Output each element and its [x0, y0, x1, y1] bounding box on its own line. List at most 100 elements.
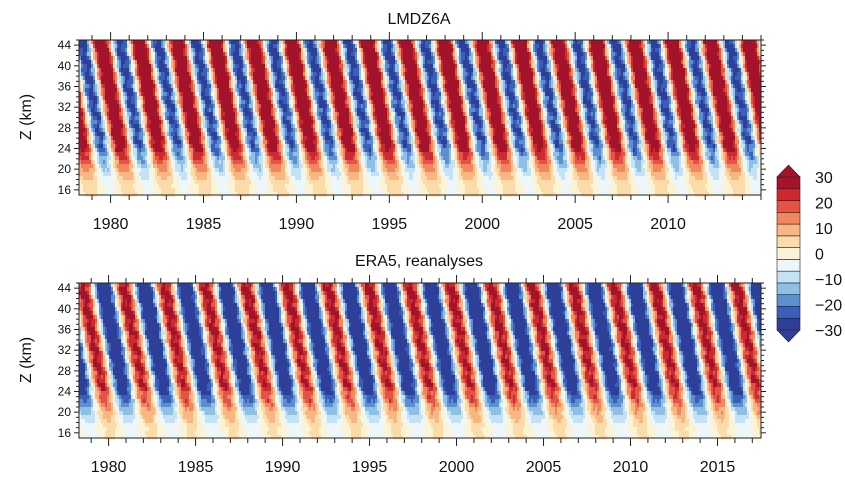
heatmap-cell	[237, 80, 240, 85]
heatmap-cell	[369, 52, 372, 57]
heatmap-cell	[509, 48, 512, 53]
heatmap-cell	[543, 80, 546, 85]
heatmap-cell	[611, 56, 614, 61]
heatmap-cell	[237, 40, 240, 45]
heatmap-cell	[663, 76, 666, 81]
heatmap-cell	[751, 40, 754, 45]
heatmap-cell	[577, 76, 580, 81]
heatmap-cell	[135, 68, 138, 73]
heatmap-cell	[393, 64, 396, 69]
heatmap-cell	[757, 44, 760, 49]
heatmap-cell	[305, 40, 308, 45]
heatmap-cell	[559, 52, 562, 57]
heatmap-cell	[525, 52, 528, 57]
heatmap-cell	[709, 56, 712, 61]
heatmap-cell	[453, 68, 456, 73]
heatmap-cell	[685, 56, 688, 61]
heatmap-cell	[563, 76, 566, 81]
heatmap-cell	[485, 60, 488, 65]
heatmap-cell	[199, 80, 202, 85]
heatmap-cell	[117, 76, 120, 81]
heatmap-cell	[513, 60, 516, 65]
heatmap-cell	[159, 72, 162, 77]
heatmap-cell	[257, 52, 260, 57]
heatmap-cell	[453, 80, 456, 85]
heatmap-cell	[523, 40, 526, 45]
heatmap-cell	[433, 52, 436, 57]
heatmap-cell	[321, 64, 324, 69]
heatmap-cell	[673, 76, 676, 81]
heatmap-cell	[469, 64, 472, 69]
heatmap-cell	[517, 56, 520, 61]
heatmap-cell	[735, 44, 738, 49]
heatmap-cell	[327, 64, 330, 69]
heatmap-cell	[297, 76, 300, 81]
heatmap-cell	[479, 64, 482, 69]
heatmap-cell	[331, 76, 334, 81]
heatmap-cell	[619, 56, 622, 61]
heatmap-cell	[737, 72, 740, 77]
heatmap-cell	[109, 76, 112, 81]
heatmap-cell	[99, 44, 102, 49]
heatmap-cell	[303, 56, 306, 61]
heatmap-cell	[273, 40, 276, 45]
heatmap-cell	[275, 44, 278, 49]
heatmap-cell	[107, 56, 110, 61]
heatmap-cell	[207, 40, 210, 45]
heatmap-cell	[93, 80, 96, 85]
heatmap-cell	[611, 48, 614, 53]
heatmap-cell	[515, 60, 518, 65]
heatmap-cell	[347, 52, 350, 57]
heatmap-cell	[369, 76, 372, 81]
heatmap-cell	[393, 68, 396, 73]
heatmap-cell	[415, 64, 418, 69]
heatmap-cell	[577, 56, 580, 61]
heatmap-cell	[747, 44, 750, 49]
heatmap-cell	[331, 44, 334, 49]
heatmap-cell	[617, 44, 620, 49]
heatmap-cell	[413, 60, 416, 65]
heatmap-cell	[601, 40, 604, 45]
heatmap-cell	[463, 60, 466, 65]
heatmap-cell	[349, 40, 352, 45]
heatmap-cell	[407, 68, 410, 73]
heatmap-cell	[757, 76, 760, 81]
heatmap-cell	[107, 76, 110, 81]
heatmap-cell	[553, 68, 556, 73]
heatmap-cell	[269, 40, 272, 45]
heatmap-cell	[599, 72, 602, 77]
heatmap-cell	[607, 68, 610, 73]
heatmap-cell	[159, 52, 162, 57]
heatmap-cell	[589, 76, 592, 81]
heatmap-cell	[653, 68, 656, 73]
heatmap-cell	[431, 56, 434, 61]
heatmap-cell	[129, 48, 132, 53]
heatmap-cell	[745, 44, 748, 49]
heatmap-cell	[505, 64, 508, 69]
heatmap-cell	[117, 68, 120, 73]
heatmap-cell	[87, 60, 90, 65]
heatmap-cell	[509, 56, 512, 61]
heatmap-cell	[653, 72, 656, 77]
heatmap-cell	[709, 76, 712, 81]
heatmap-cell	[513, 48, 516, 53]
heatmap-cell	[301, 52, 304, 57]
heatmap-cell	[691, 60, 694, 65]
heatmap-cell	[393, 72, 396, 77]
heatmap-cell	[593, 64, 596, 69]
heatmap-cell	[347, 80, 350, 85]
heatmap-cell	[243, 52, 246, 57]
heatmap-cell	[225, 76, 228, 81]
heatmap-cell	[451, 44, 454, 49]
heatmap-cell	[721, 44, 724, 49]
heatmap-cell	[145, 72, 148, 77]
heatmap-cell	[535, 60, 538, 65]
heatmap-cell	[583, 44, 586, 49]
heatmap-cell	[647, 64, 650, 69]
heatmap-cell	[639, 76, 642, 81]
heatmap-cell	[677, 64, 680, 69]
heatmap-cell	[453, 60, 456, 65]
heatmap-cell	[323, 80, 326, 85]
heatmap-cell	[403, 40, 406, 45]
heatmap-cell	[253, 40, 256, 45]
